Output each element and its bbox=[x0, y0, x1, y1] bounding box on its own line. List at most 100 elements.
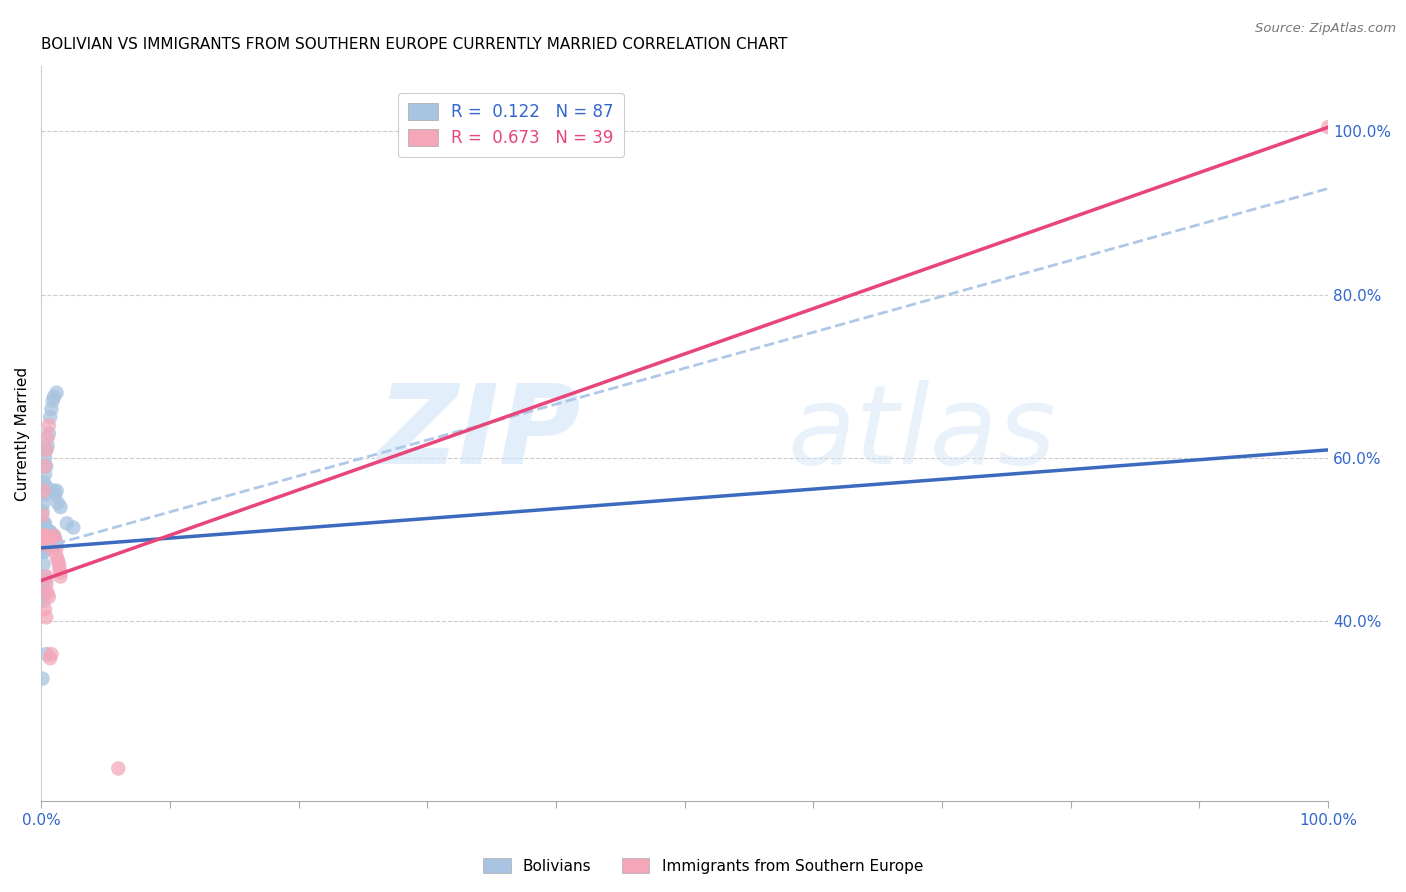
Point bbox=[41, 529, 63, 543]
Point bbox=[31, 533, 53, 547]
Point bbox=[31, 545, 53, 559]
Point bbox=[34, 459, 56, 474]
Point bbox=[44, 533, 66, 547]
Point bbox=[35, 459, 58, 474]
Point bbox=[31, 524, 53, 539]
Point bbox=[48, 558, 70, 572]
Legend: R =  0.122   N = 87, R =  0.673   N = 39: R = 0.122 N = 87, R = 0.673 N = 39 bbox=[398, 93, 624, 157]
Point bbox=[32, 529, 55, 543]
Point bbox=[39, 533, 62, 547]
Point bbox=[31, 508, 53, 523]
Text: Source: ZipAtlas.com: Source: ZipAtlas.com bbox=[1256, 22, 1396, 36]
Point bbox=[39, 529, 62, 543]
Point bbox=[35, 610, 58, 624]
Point bbox=[32, 537, 55, 551]
Point bbox=[42, 537, 65, 551]
Point bbox=[37, 537, 59, 551]
Point bbox=[34, 520, 56, 534]
Point bbox=[32, 475, 55, 490]
Point bbox=[32, 545, 55, 559]
Point bbox=[32, 520, 55, 534]
Point bbox=[46, 496, 69, 510]
Point bbox=[38, 533, 60, 547]
Point bbox=[31, 516, 53, 531]
Point bbox=[42, 529, 65, 543]
Point bbox=[31, 529, 53, 543]
Point bbox=[39, 524, 62, 539]
Point bbox=[37, 533, 59, 547]
Point bbox=[32, 533, 55, 547]
Point bbox=[37, 439, 59, 453]
Point bbox=[34, 537, 56, 551]
Point bbox=[34, 488, 56, 502]
Point bbox=[1317, 120, 1340, 135]
Text: atlas: atlas bbox=[787, 380, 1056, 487]
Point bbox=[44, 488, 66, 502]
Point bbox=[31, 537, 53, 551]
Point bbox=[37, 524, 59, 539]
Point bbox=[35, 574, 58, 588]
Point bbox=[34, 467, 56, 482]
Point bbox=[56, 516, 79, 531]
Point bbox=[39, 533, 62, 547]
Point bbox=[41, 541, 63, 555]
Point bbox=[38, 529, 60, 543]
Point bbox=[31, 537, 53, 551]
Point bbox=[49, 500, 72, 514]
Point bbox=[32, 582, 55, 596]
Point bbox=[34, 451, 56, 466]
Point bbox=[35, 529, 58, 543]
Point bbox=[41, 537, 63, 551]
Point bbox=[31, 577, 53, 591]
Point bbox=[32, 594, 55, 608]
Point bbox=[46, 553, 69, 567]
Point bbox=[37, 533, 59, 547]
Point bbox=[35, 533, 58, 547]
Point bbox=[62, 520, 84, 534]
Point bbox=[34, 533, 56, 547]
Point bbox=[38, 533, 60, 547]
Point bbox=[35, 480, 58, 494]
Point bbox=[34, 602, 56, 616]
Point bbox=[32, 516, 55, 531]
Legend: Bolivians, Immigrants from Southern Europe: Bolivians, Immigrants from Southern Euro… bbox=[477, 852, 929, 880]
Point bbox=[34, 524, 56, 539]
Text: ZIP: ZIP bbox=[378, 380, 582, 487]
Point bbox=[41, 393, 63, 408]
Point bbox=[49, 566, 72, 580]
Point bbox=[41, 529, 63, 543]
Point bbox=[39, 651, 62, 665]
Point bbox=[31, 504, 53, 518]
Y-axis label: Currently Married: Currently Married bbox=[15, 367, 30, 500]
Point bbox=[38, 590, 60, 604]
Point bbox=[34, 533, 56, 547]
Point bbox=[38, 418, 60, 433]
Point bbox=[45, 385, 67, 400]
Point bbox=[32, 541, 55, 555]
Point bbox=[37, 431, 59, 445]
Point bbox=[39, 410, 62, 425]
Point bbox=[34, 586, 56, 600]
Point bbox=[42, 390, 65, 404]
Point bbox=[32, 483, 55, 498]
Point bbox=[44, 533, 66, 547]
Point bbox=[35, 529, 58, 543]
Point bbox=[35, 537, 58, 551]
Point bbox=[32, 524, 55, 539]
Point bbox=[35, 442, 58, 457]
Point bbox=[31, 590, 53, 604]
Point bbox=[37, 529, 59, 543]
Point bbox=[34, 516, 56, 531]
Point bbox=[37, 537, 59, 551]
Point bbox=[32, 533, 55, 547]
Point bbox=[31, 541, 53, 555]
Point bbox=[35, 569, 58, 583]
Point bbox=[45, 537, 67, 551]
Point bbox=[35, 577, 58, 591]
Point bbox=[35, 442, 58, 457]
Point bbox=[49, 569, 72, 583]
Point bbox=[41, 533, 63, 547]
Point bbox=[38, 426, 60, 441]
Point bbox=[37, 586, 59, 600]
Point bbox=[107, 762, 129, 776]
